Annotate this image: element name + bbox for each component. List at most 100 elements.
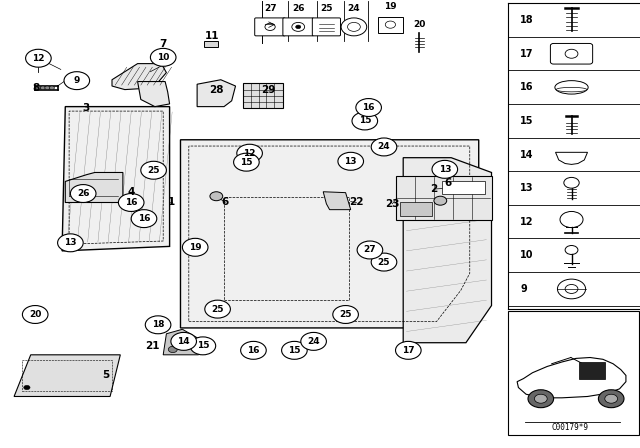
Text: 10: 10 <box>157 53 170 62</box>
Circle shape <box>598 390 624 408</box>
Circle shape <box>282 341 307 359</box>
Circle shape <box>182 238 208 256</box>
Text: 26: 26 <box>292 4 305 13</box>
Text: 16: 16 <box>520 82 534 92</box>
Circle shape <box>64 72 90 90</box>
Text: 13: 13 <box>64 238 77 247</box>
Text: 28: 28 <box>209 86 223 95</box>
Text: 16: 16 <box>247 346 260 355</box>
FancyBboxPatch shape <box>400 202 432 216</box>
Text: 15: 15 <box>288 346 301 355</box>
Text: 27: 27 <box>364 246 376 254</box>
Text: 22: 22 <box>349 198 364 207</box>
Text: 15: 15 <box>196 341 209 350</box>
Text: 8: 8 <box>32 83 40 93</box>
FancyBboxPatch shape <box>378 17 403 33</box>
Polygon shape <box>556 152 588 164</box>
Text: 19: 19 <box>189 243 202 252</box>
Circle shape <box>565 49 578 58</box>
Polygon shape <box>204 41 218 47</box>
Circle shape <box>396 341 421 359</box>
Circle shape <box>45 86 50 90</box>
Circle shape <box>265 23 275 30</box>
Circle shape <box>118 194 144 211</box>
Circle shape <box>36 86 41 90</box>
Text: 21: 21 <box>145 341 159 351</box>
Text: 20: 20 <box>413 20 426 29</box>
Polygon shape <box>163 329 204 355</box>
Circle shape <box>528 390 554 408</box>
FancyBboxPatch shape <box>283 18 314 36</box>
Text: 6: 6 <box>444 178 452 188</box>
Text: 17: 17 <box>402 346 415 355</box>
Polygon shape <box>112 64 166 90</box>
Circle shape <box>348 22 360 31</box>
Text: 11: 11 <box>205 31 220 41</box>
Circle shape <box>557 279 586 299</box>
Text: 16: 16 <box>138 214 150 223</box>
Polygon shape <box>396 176 492 220</box>
Text: 3: 3 <box>83 103 90 113</box>
Text: 20: 20 <box>29 310 42 319</box>
Polygon shape <box>62 107 170 251</box>
Circle shape <box>371 253 397 271</box>
Circle shape <box>234 153 259 171</box>
Circle shape <box>150 48 176 66</box>
Text: 15: 15 <box>358 116 371 125</box>
Circle shape <box>131 210 157 228</box>
Text: 13: 13 <box>438 165 451 174</box>
Circle shape <box>210 192 223 201</box>
Circle shape <box>534 394 547 403</box>
Text: 12: 12 <box>520 217 534 227</box>
Text: 26: 26 <box>77 189 90 198</box>
Circle shape <box>70 185 96 202</box>
Polygon shape <box>180 140 479 328</box>
Polygon shape <box>323 192 351 210</box>
Text: 12: 12 <box>243 149 256 158</box>
Circle shape <box>341 18 367 36</box>
Circle shape <box>371 138 397 156</box>
Text: 5: 5 <box>102 370 109 380</box>
Polygon shape <box>517 358 626 398</box>
Circle shape <box>560 211 583 228</box>
Text: 18: 18 <box>152 320 164 329</box>
Text: 23: 23 <box>385 199 399 209</box>
Circle shape <box>26 49 51 67</box>
Text: 25: 25 <box>320 4 333 13</box>
Circle shape <box>205 300 230 318</box>
Text: 13: 13 <box>520 183 534 193</box>
FancyBboxPatch shape <box>579 362 605 379</box>
Text: 18: 18 <box>520 15 534 25</box>
FancyBboxPatch shape <box>550 43 593 64</box>
Circle shape <box>434 196 447 205</box>
Circle shape <box>292 22 305 31</box>
Polygon shape <box>65 172 123 202</box>
Ellipse shape <box>555 81 588 94</box>
Polygon shape <box>138 82 170 107</box>
Circle shape <box>565 284 578 293</box>
Circle shape <box>141 161 166 179</box>
Circle shape <box>385 21 396 28</box>
Text: 12: 12 <box>32 54 45 63</box>
Circle shape <box>193 345 202 352</box>
Text: 9: 9 <box>520 284 527 294</box>
Text: 14: 14 <box>177 337 190 346</box>
Circle shape <box>338 152 364 170</box>
Text: 29: 29 <box>262 86 276 95</box>
Circle shape <box>49 86 54 90</box>
Text: 19: 19 <box>384 2 397 11</box>
Circle shape <box>168 346 177 353</box>
Text: 17: 17 <box>520 49 534 59</box>
Text: 2: 2 <box>430 184 438 194</box>
Circle shape <box>22 306 48 323</box>
Circle shape <box>605 394 618 403</box>
Circle shape <box>357 241 383 259</box>
Text: 10: 10 <box>520 250 534 260</box>
Text: 24: 24 <box>348 4 360 13</box>
Circle shape <box>301 332 326 350</box>
Text: C00179*9: C00179*9 <box>551 423 588 432</box>
FancyBboxPatch shape <box>508 311 639 435</box>
Circle shape <box>190 337 216 355</box>
Circle shape <box>356 99 381 116</box>
Circle shape <box>171 332 196 350</box>
